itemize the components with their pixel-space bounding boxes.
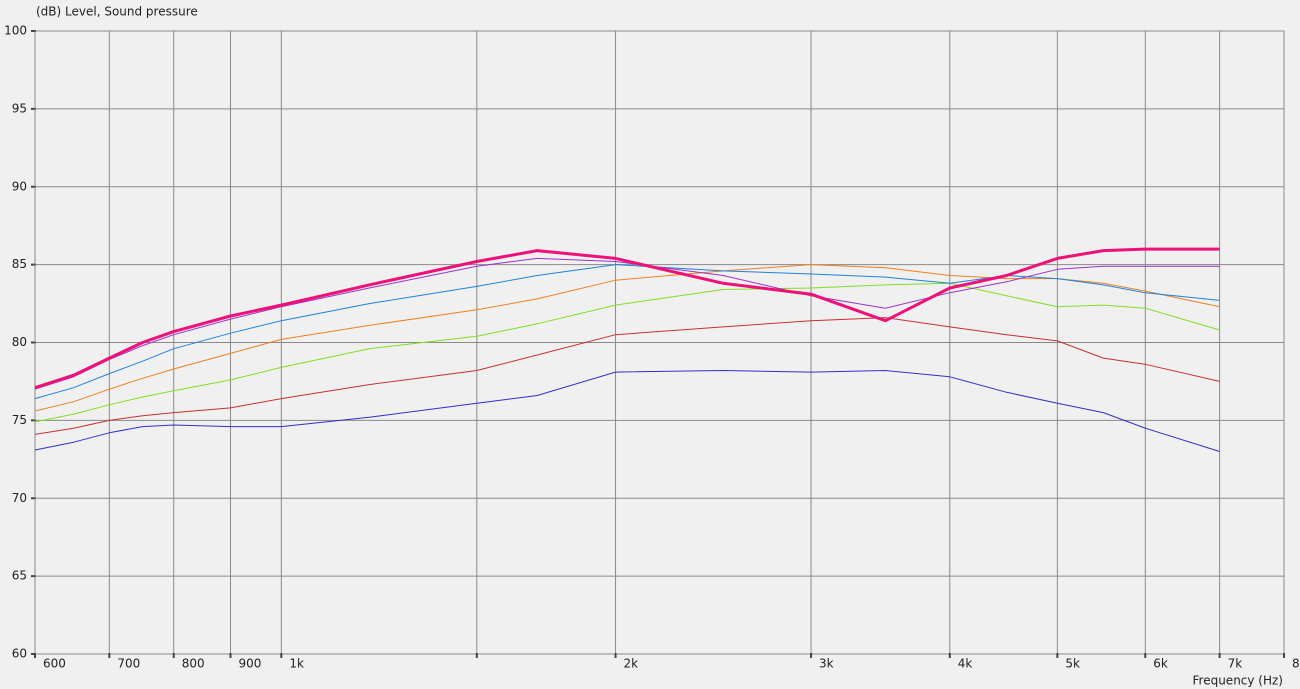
x-tick-label: 6k bbox=[1153, 657, 1168, 671]
x-tick-label: 3k bbox=[819, 657, 834, 671]
y-axis-title: (dB) Level, Sound pressure bbox=[36, 5, 198, 19]
x-tick-label: 8k bbox=[1292, 657, 1300, 671]
y-tick-label: 80 bbox=[12, 335, 27, 349]
x-tick-label: 600 bbox=[43, 657, 66, 671]
y-tick-label: 95 bbox=[12, 101, 27, 115]
series-line bbox=[34, 264, 1220, 400]
series-line bbox=[34, 317, 1220, 435]
x-axis-title: Frequency (Hz) bbox=[1193, 674, 1284, 688]
series-line bbox=[34, 264, 1220, 412]
y-tick-label: 85 bbox=[12, 257, 27, 271]
x-tick-label: 7k bbox=[1228, 657, 1243, 671]
y-tick-label: 100 bbox=[4, 24, 27, 38]
series-line bbox=[34, 247, 1220, 390]
y-tick-label: 60 bbox=[12, 647, 27, 661]
series-line bbox=[34, 282, 1220, 423]
y-tick-label: 90 bbox=[12, 179, 27, 193]
y-tick-label: 75 bbox=[12, 413, 27, 427]
x-tick-label: 2k bbox=[624, 657, 639, 671]
y-tick-label: 70 bbox=[12, 491, 27, 505]
x-tick-label: 700 bbox=[117, 657, 140, 671]
x-tick-label: 5k bbox=[1065, 657, 1080, 671]
y-tick-label: 65 bbox=[12, 569, 27, 583]
x-tick-label: 800 bbox=[182, 657, 205, 671]
series-line bbox=[34, 370, 1220, 452]
series-line bbox=[34, 257, 1220, 390]
x-tick-label: 1k bbox=[289, 657, 304, 671]
x-tick-label: 900 bbox=[239, 657, 262, 671]
x-tick-label: 4k bbox=[958, 657, 973, 671]
